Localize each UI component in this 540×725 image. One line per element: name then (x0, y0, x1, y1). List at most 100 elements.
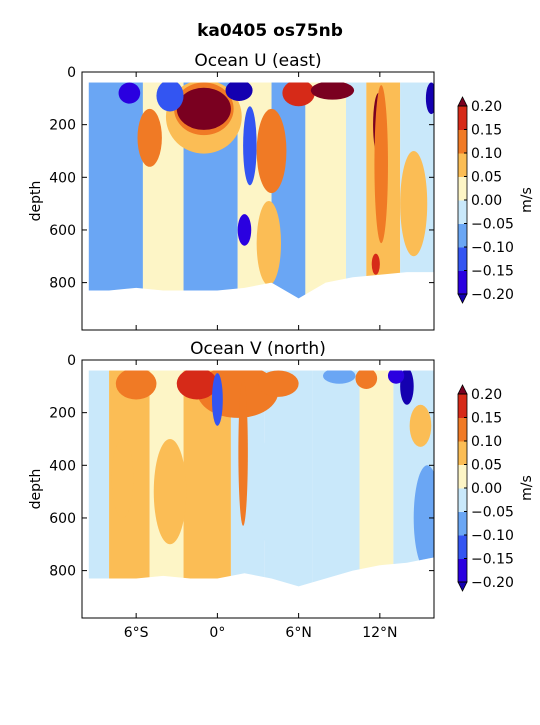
y-tick-label: 200 (49, 118, 76, 134)
colorbar-extend-min (457, 293, 468, 304)
colorbar-segment (458, 488, 467, 512)
panel-ocean-v: Ocean V (north) depth 0 200 400 600 800 6°S 0°… (28, 339, 535, 641)
heatmap-cell-12 (176, 370, 218, 400)
heatmap-cell-13 (137, 108, 162, 167)
heatmap-cell-24 (258, 425, 299, 558)
colorbar-segment (458, 200, 467, 224)
colorbar-v: −0.20 −0.15 −0.10 −0.05 0.00 0.05 0.10 0.15 0.20 (457, 384, 514, 592)
heatmap-band-6 (346, 82, 367, 299)
colorbar-tick-label: 0.15 (471, 411, 502, 427)
heatmap-cell-23 (409, 404, 432, 447)
colorbar-tick-label: 0.10 (471, 434, 502, 450)
heatmap-cell-15 (111, 438, 134, 518)
colorbar-tick-label: 0.00 (471, 193, 502, 209)
y-tick-label: 0 (67, 353, 76, 369)
heatmap-cell-22 (413, 465, 435, 571)
figure-title: ka0405 os75nb (197, 21, 343, 41)
colorbar-segment (458, 535, 467, 559)
heatmap-cell-26 (371, 253, 380, 275)
heatmap-band-6 (312, 370, 360, 587)
colorbar-extend-min (457, 581, 468, 592)
heatmap-cells (88, 82, 435, 299)
y-tick-label: 800 (49, 564, 76, 580)
heatmap-cell-13 (115, 370, 157, 400)
heatmap-cell-23 (310, 82, 355, 100)
heatmap-cell-27 (425, 82, 435, 115)
colorbar-tick-label: −0.05 (471, 217, 514, 233)
colorbar-segment (458, 417, 467, 442)
x-tick-label: 12°N (362, 625, 397, 641)
colorbar-label-u: m/s (519, 187, 535, 213)
y-axis-label-u: depth (28, 181, 44, 222)
colorbar-tick-label: −0.15 (471, 552, 514, 568)
panel-ocean-u: Ocean U (east) depth 0 200 400 600 800 −0.20… (28, 51, 535, 331)
y-axis-label-v: depth (28, 469, 44, 510)
heatmap-band-0 (88, 82, 143, 299)
heatmap-cell-19 (387, 370, 405, 384)
axes-u: 0 200 400 600 800 (49, 65, 435, 331)
heatmap-u (88, 82, 435, 299)
heatmap-cell-14 (118, 82, 141, 104)
colorbar-segment (458, 153, 467, 177)
colorbar-tick-label: −0.20 (471, 575, 514, 591)
y-tick-label: 600 (49, 223, 76, 239)
heatmap-cell-17 (258, 370, 299, 397)
colorbar-segment (458, 129, 467, 154)
heatmap-cell-11 (238, 378, 248, 526)
panel-title-u: Ocean U (east) (194, 51, 321, 71)
heatmap-cell-28 (400, 150, 428, 257)
y-tick-label: 600 (49, 511, 76, 527)
colorbar-tick-label: −0.05 (471, 505, 514, 521)
colorbar-segment (458, 464, 467, 489)
heatmap-band-7 (359, 370, 394, 587)
heatmap-cell-18 (237, 214, 252, 246)
x-tick-label: 6°N (285, 625, 311, 641)
y-tick-label: 400 (49, 170, 76, 186)
heatmap-cell-17 (243, 106, 257, 186)
colorbar-tick-label: 0.20 (471, 99, 502, 115)
colorbar-tick-label: −0.10 (471, 528, 514, 544)
panel-title-v: Ocean V (north) (190, 339, 326, 359)
colorbar-u: −0.20 −0.15 −0.10 −0.05 0.00 0.05 0.10 0.15 0.20 (457, 96, 514, 304)
colorbar-tick-label: 0.05 (471, 458, 502, 474)
colorbar-tick-label: −0.10 (471, 240, 514, 256)
colorbar-segment (458, 511, 467, 536)
colorbar-tick-label: −0.15 (471, 264, 514, 280)
heatmap-cell-20 (322, 370, 356, 384)
heatmap-cell-22 (282, 82, 315, 107)
colorbar-tick-label: −0.20 (471, 287, 514, 303)
heatmap-v (88, 370, 435, 587)
colorbar-tick-label: 0.05 (471, 170, 502, 186)
heatmap-band-0 (88, 370, 110, 587)
heatmap-cell-21 (256, 201, 282, 286)
x-tick-label: 6°S (124, 625, 149, 641)
colorbar-segment (458, 106, 467, 130)
colorbar-segment (458, 176, 467, 201)
y-tick-label: 800 (49, 276, 76, 292)
colorbar-segment (458, 441, 467, 465)
colorbar-extend-max (457, 384, 468, 395)
colorbar-tick-label: 0.15 (471, 123, 502, 139)
heatmap-cells (88, 370, 435, 587)
colorbar-tick-label: 0.00 (471, 481, 502, 497)
colorbar-segment (458, 247, 467, 271)
axes-v: 0 200 400 600 800 6°S 0° 6°N 12°N (49, 353, 435, 641)
heatmap-cell-16 (225, 82, 253, 101)
colorbar-tick-label: 0.20 (471, 387, 502, 403)
y-tick-label: 200 (49, 406, 76, 422)
heatmap-cell-25 (374, 85, 388, 244)
colorbar-segment (458, 394, 467, 418)
colorbar-extend-max (457, 96, 468, 107)
heatmap-band-5 (305, 82, 346, 299)
heatmap-cell-11 (176, 87, 231, 130)
plot-frame (81, 359, 435, 619)
heatmap-cell-14 (153, 438, 187, 545)
plot-frame (81, 71, 435, 331)
heatmap-cell-16 (211, 373, 223, 426)
heatmap-cell-15 (156, 82, 184, 112)
x-tick-label: 0° (209, 625, 225, 641)
colorbar-segment (458, 558, 467, 583)
colorbar-segment (458, 270, 467, 295)
colorbar-segment (458, 223, 467, 248)
